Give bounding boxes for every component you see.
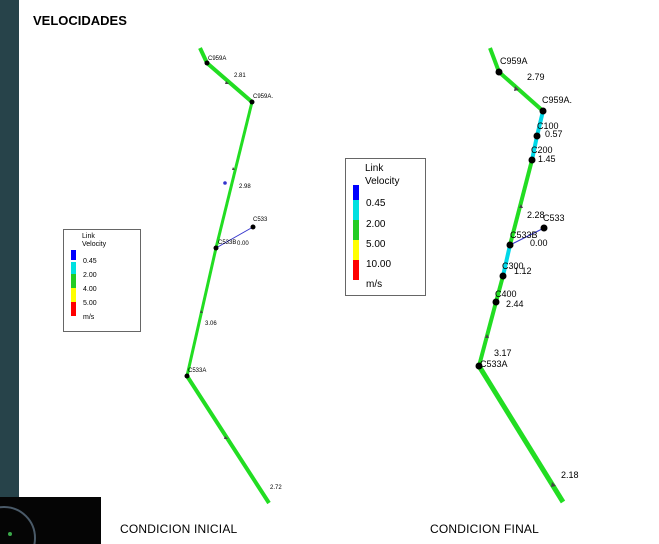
node-label: C533B xyxy=(218,240,236,246)
node-final-c100[interactable] xyxy=(533,132,541,140)
node-label: C533A xyxy=(188,368,206,374)
flow-arrow-initial-4 xyxy=(224,436,228,439)
node-label: C100 xyxy=(537,121,559,131)
legend-swatch xyxy=(353,240,359,260)
velocity-label: 2.98 xyxy=(239,184,251,190)
pipe-final-6 xyxy=(494,275,505,303)
caption-final: CONDICION FINAL xyxy=(430,522,540,536)
caption-initial: CONDICION INICIAL xyxy=(120,522,238,536)
node-initial-stray xyxy=(223,181,227,185)
pipe-final-2 xyxy=(535,110,545,137)
node-initial-c533b[interactable] xyxy=(213,245,219,251)
velocity-label: 2.44 xyxy=(506,299,524,309)
legend-level: 2.00 xyxy=(83,272,97,279)
initial-network: C959A C959A. C533 C533B C533A 2.81 2.98 … xyxy=(184,47,282,505)
node-initial-c959a-dot[interactable] xyxy=(249,99,255,105)
pipe-initial-2 xyxy=(214,101,254,249)
legend-level: 2.00 xyxy=(366,219,386,230)
thumbnail-dot xyxy=(8,532,12,536)
pipe-final-7 xyxy=(477,301,498,367)
pipe-final-c533 xyxy=(509,227,545,246)
legend-title: Link xyxy=(82,233,95,240)
pipe-final-8 xyxy=(476,364,566,504)
node-final-c959a-dot[interactable] xyxy=(539,107,547,115)
legend-level: 5.00 xyxy=(83,300,97,307)
flow-arrow-final-4 xyxy=(551,482,556,487)
legend-swatch xyxy=(71,262,76,274)
legend-level: 4.00 xyxy=(83,286,97,293)
node-label: C300 xyxy=(502,261,524,271)
node-label: C533 xyxy=(543,213,565,223)
final-network: C959A C959A. C100 C200 C533 C533B C300 C… xyxy=(475,47,579,504)
flow-arrow-initial-1 xyxy=(225,81,229,84)
page-title: VELOCIDADES xyxy=(33,13,127,28)
velocity-label: 2.28 xyxy=(527,210,545,220)
legend-swatch xyxy=(71,274,76,288)
velocity-label: 2.79 xyxy=(527,72,545,82)
node-label: C533 xyxy=(253,217,268,223)
legend-level: 0.45 xyxy=(83,258,97,265)
velocity-label: 2.81 xyxy=(234,73,246,79)
legend-title: Link xyxy=(365,163,384,174)
node-label: C959A. xyxy=(542,95,572,105)
node-initial-c533[interactable] xyxy=(250,224,256,230)
pipe-final-4 xyxy=(508,159,534,246)
pipe-initial-c533 xyxy=(215,226,254,249)
velocity-label: 0.00 xyxy=(530,238,548,248)
velocity-label: 3.17 xyxy=(494,348,512,358)
velocity-label: 2.72 xyxy=(270,485,282,491)
legend-title: Velocity xyxy=(365,176,400,187)
node-final-c200[interactable] xyxy=(528,156,536,164)
velocity-label: 0.00 xyxy=(237,241,249,247)
legend-swatch xyxy=(353,185,359,200)
node-final-c533[interactable] xyxy=(540,224,548,232)
flow-arrow-final-1 xyxy=(514,86,519,91)
legend-initial: Link Velocity 0.45 2.00 4.00 5.00 m/s xyxy=(63,229,141,332)
legend-swatch xyxy=(353,220,359,240)
flow-arrow-initial-3 xyxy=(200,310,203,313)
thumbnail-ring xyxy=(0,506,36,544)
legend-swatch xyxy=(353,200,359,220)
video-thumbnail[interactable] xyxy=(0,497,101,544)
legend-level: 10.00 xyxy=(366,259,392,270)
flow-arrow-final-3 xyxy=(485,334,489,338)
flow-arrow-final-2 xyxy=(519,204,523,208)
velocity-label: 1.12 xyxy=(514,266,532,276)
node-initial-c533a[interactable] xyxy=(184,373,190,379)
velocity-label: 0.57 xyxy=(545,129,563,139)
velocity-label: 2.18 xyxy=(561,470,579,480)
node-label: C959A xyxy=(208,56,226,62)
legend-swatch xyxy=(71,250,76,260)
legend-unit: m/s xyxy=(366,279,383,290)
node-final-c300[interactable] xyxy=(499,272,507,280)
node-initial-c959a[interactable] xyxy=(204,60,210,66)
pipe-final-5 xyxy=(501,244,512,277)
node-final-c400[interactable] xyxy=(492,298,500,306)
legend-title: Velocity xyxy=(82,241,107,248)
pipe-final-3 xyxy=(530,135,539,161)
velocity-label: 1.45 xyxy=(538,154,556,164)
legend-swatch xyxy=(353,260,359,280)
flow-arrow-initial-2 xyxy=(232,167,235,170)
node-final-c533a[interactable] xyxy=(475,362,483,370)
legend-final: Link Velocity 0.45 2.00 5.00 10.00 m/s xyxy=(345,158,426,296)
velocity-label: 3.06 xyxy=(205,321,217,327)
node-label: C533B xyxy=(510,230,538,240)
node-final-c533b[interactable] xyxy=(506,241,514,249)
pipe-initial-4 xyxy=(185,374,271,505)
legend-level: 0.45 xyxy=(366,198,386,209)
legend-level: 5.00 xyxy=(366,239,386,250)
node-label: C400 xyxy=(495,289,517,299)
legend-swatch xyxy=(71,302,76,316)
node-label: C959A. xyxy=(253,94,273,100)
legend-swatch xyxy=(71,288,76,302)
node-label: C533A xyxy=(480,359,508,369)
legend-unit: m/s xyxy=(83,314,95,321)
node-label: C959A xyxy=(500,56,528,66)
node-label: C200 xyxy=(531,145,553,155)
node-final-c959a[interactable] xyxy=(495,68,503,76)
